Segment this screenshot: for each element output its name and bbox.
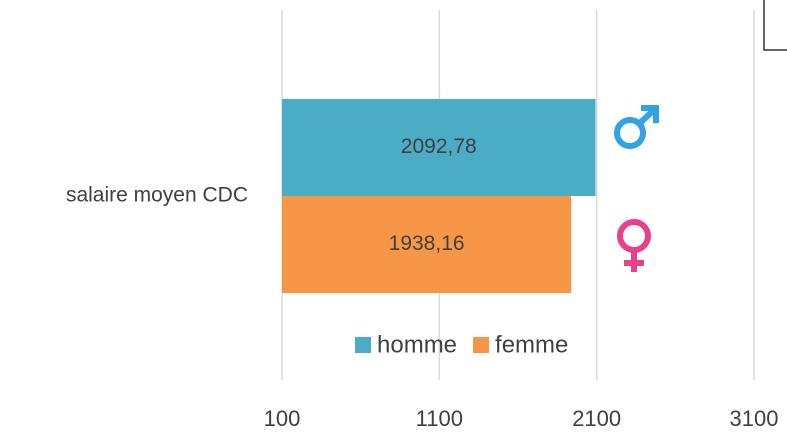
legend-label: homme [377, 331, 457, 358]
x-tick-label: 1100 [416, 406, 463, 431]
female-symbol [617, 219, 651, 272]
legend-swatch [473, 337, 490, 353]
clipped-box [763, 0, 787, 51]
x-tick-label: 2100 [572, 406, 621, 431]
x-tick-label: 100 [264, 406, 301, 431]
male-symbol [614, 105, 659, 149]
bar [282, 99, 596, 196]
data-label: 1938,16 [389, 232, 465, 255]
x-tick-label: 3100 [730, 406, 779, 431]
bar [282, 196, 572, 293]
category-label: salaire moyen CDC [66, 184, 248, 207]
legend-label: femme [495, 331, 568, 358]
legend-swatch [355, 337, 371, 353]
data-label: 2092,78 [401, 135, 477, 158]
